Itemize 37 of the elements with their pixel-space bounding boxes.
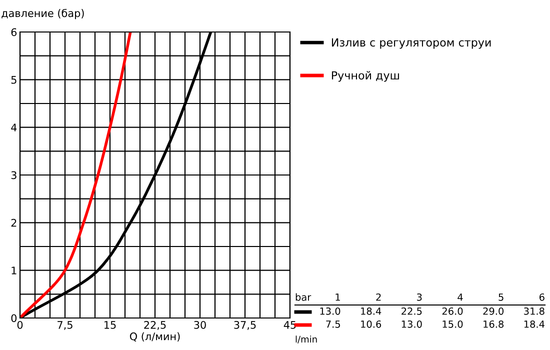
text: 29.0 (483, 307, 504, 315)
text: 15.0 (442, 320, 463, 328)
x-axis-title: Q (л/мин) (130, 332, 180, 342)
y-tick-label: 6 (11, 28, 17, 36)
text: 18.4 (524, 320, 544, 328)
text: 3 (417, 293, 422, 301)
y-axis-title: давление (бар) (2, 8, 84, 20)
text: 6 (539, 293, 544, 301)
y-tick-label: 5 (11, 76, 16, 84)
legend-label: Излив с регулятором струи (332, 38, 491, 49)
text: bar (296, 293, 312, 301)
text: 10.6 (361, 320, 382, 328)
text: 2 (376, 293, 381, 301)
text: 31.8 (524, 307, 544, 315)
text: 13.0 (320, 307, 340, 315)
x-tick-label: 7,5 (58, 321, 72, 330)
text: 22.5 (402, 307, 422, 315)
text: 26.0 (442, 307, 463, 315)
text: 13.0 (402, 320, 422, 328)
text: 5 (498, 294, 504, 301)
x-tick-label: 0 (17, 320, 23, 329)
y-tick-label: 2 (11, 218, 16, 227)
y-tick-label: 4 (11, 124, 17, 132)
text: 18.4 (361, 307, 382, 315)
x-tick-label: 15 (104, 321, 116, 329)
y-tick-label: 0 (11, 314, 17, 322)
text: 7.5 (326, 320, 340, 328)
x-tick-label: 22,5 (144, 320, 166, 330)
y-tick-label: 3 (11, 171, 16, 180)
x-tick-label: 37,5 (234, 320, 256, 330)
y-tick-label: 1 (12, 266, 16, 274)
text: 1 (336, 294, 340, 301)
text: 4 (458, 294, 463, 301)
text: 16.8 (484, 320, 504, 328)
text: l/min (296, 336, 317, 344)
x-tick-label: 30 (194, 320, 206, 329)
legend-label: Ручной душ (332, 71, 399, 82)
